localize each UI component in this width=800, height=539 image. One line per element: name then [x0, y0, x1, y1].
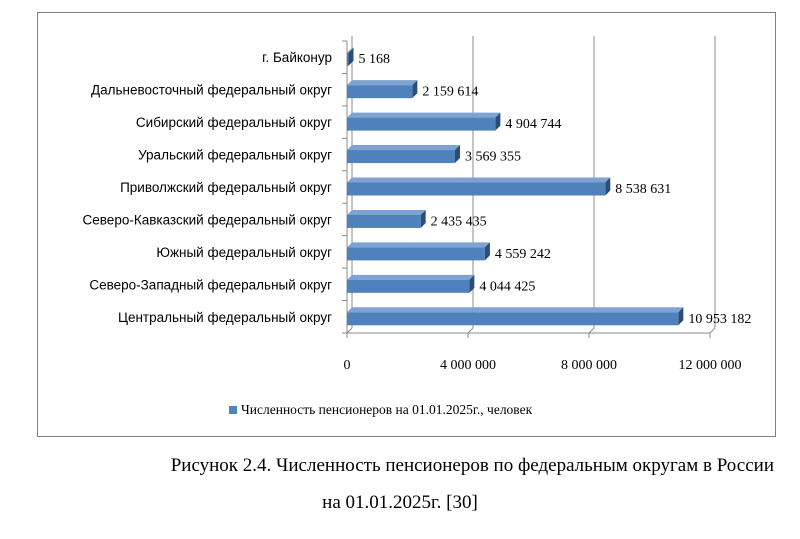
- chart-frame: 0 4 000 000 8 000 000 12 000 000 г. Байконур…: [37, 12, 776, 437]
- data-label: 5 168: [359, 52, 391, 67]
- legend-label: Численность пенсионеров на 01.01.2025г.,…: [241, 402, 533, 417]
- x-tick-label: 8 000 000: [561, 358, 617, 373]
- bar: [347, 150, 455, 164]
- bar-top: [347, 242, 490, 248]
- bar-top: [347, 112, 501, 118]
- bar-top: [347, 177, 611, 183]
- category-label: Приволжский федеральный округ: [120, 180, 332, 195]
- bar-top: [347, 209, 426, 215]
- gridline-floor: [588, 327, 595, 334]
- category-label: г. Байконур: [262, 50, 332, 65]
- bar: [347, 117, 496, 131]
- bar: [347, 312, 679, 326]
- bar-side: [484, 242, 490, 261]
- x-tick-label: 12 000 000: [679, 358, 742, 373]
- gridline-floor: [467, 327, 474, 334]
- bar-side: [348, 47, 354, 66]
- bar: [347, 85, 413, 99]
- bar-top: [347, 80, 418, 86]
- bar-top: [347, 47, 354, 53]
- bar-top: [347, 145, 460, 151]
- bar-side: [495, 112, 501, 131]
- bar-side: [605, 177, 611, 196]
- data-label: 3 569 355: [465, 150, 521, 165]
- data-label: 8 538 631: [615, 182, 671, 197]
- category-label: Южный федеральный округ: [156, 245, 332, 260]
- data-label: 2 159 614: [422, 85, 478, 100]
- data-label: 4 044 425: [479, 279, 535, 294]
- bar: [347, 182, 606, 196]
- data-label: 10 953 182: [688, 312, 751, 327]
- category-label: Северо-Кавказский федеральный округ: [83, 212, 333, 227]
- category-label: Уральский федеральный округ: [138, 148, 332, 163]
- bar: [347, 247, 485, 261]
- figure-caption-line-1: Рисунок 2.4. Численность пенсионеров по …: [170, 455, 774, 476]
- bar: [347, 52, 349, 66]
- floor-edge: [346, 327, 353, 334]
- data-label: 2 435 435: [431, 214, 487, 229]
- bar-side: [678, 307, 684, 326]
- category-label: Центральный федеральный округ: [118, 310, 332, 325]
- data-label: 4 559 242: [495, 247, 551, 262]
- bar-top: [347, 307, 684, 313]
- bar-top: [347, 274, 475, 280]
- bar-side: [454, 145, 460, 164]
- legend-swatch: [229, 406, 237, 414]
- bar-side: [420, 209, 426, 228]
- gridline-floor: [709, 327, 716, 334]
- x-tick-label: 0: [344, 358, 351, 373]
- bar-side: [469, 274, 475, 293]
- category-label: Сибирский федеральный округ: [136, 115, 332, 130]
- bar: [347, 279, 470, 293]
- bar-chart: 0 4 000 000 8 000 000 12 000 000 г. Байконур…: [83, 36, 751, 417]
- category-label: Дальневосточный федеральный округ: [91, 83, 332, 98]
- figure-caption-line-2: на 01.01.2025г. [30]: [322, 492, 478, 513]
- category-label: Северо-Западный федеральный округ: [89, 277, 332, 292]
- bar-side: [412, 80, 418, 99]
- x-tick-label: 4 000 000: [440, 358, 496, 373]
- bar: [347, 214, 421, 228]
- data-label: 4 904 744: [505, 117, 561, 132]
